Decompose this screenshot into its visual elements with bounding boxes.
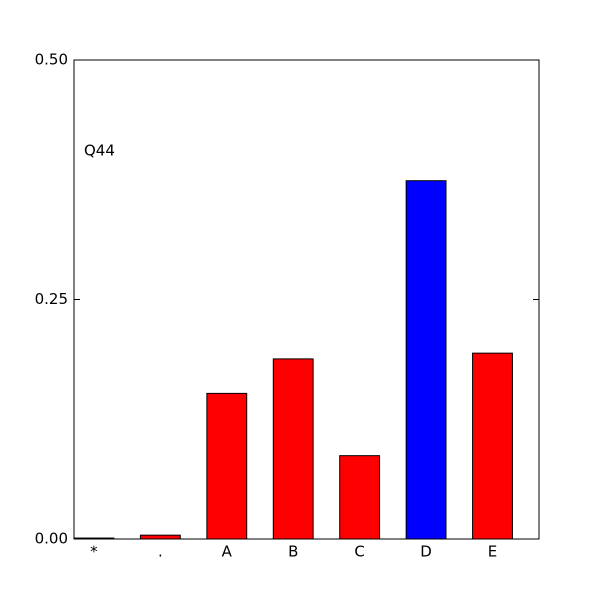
- y-tick-label: 0.25: [35, 290, 68, 308]
- x-tick-label: E: [488, 543, 497, 561]
- plot-frame: [73, 59, 540, 540]
- bar: [405, 180, 447, 540]
- bar: [206, 392, 248, 540]
- x-tick-label: C: [354, 543, 364, 561]
- x-tick-label: B: [288, 543, 298, 561]
- x-tick-label: D: [420, 543, 432, 561]
- y-tick-label: 0.50: [35, 51, 68, 69]
- y-tick-label: 0.00: [35, 530, 68, 548]
- bar: [139, 534, 181, 540]
- bar: [339, 455, 381, 540]
- x-tick-label: *: [90, 543, 98, 561]
- bar: [472, 352, 513, 540]
- x-tick-label: .: [158, 543, 163, 561]
- annotation: Q44: [84, 142, 115, 160]
- x-tick-label: A: [222, 543, 233, 561]
- bar: [272, 358, 314, 540]
